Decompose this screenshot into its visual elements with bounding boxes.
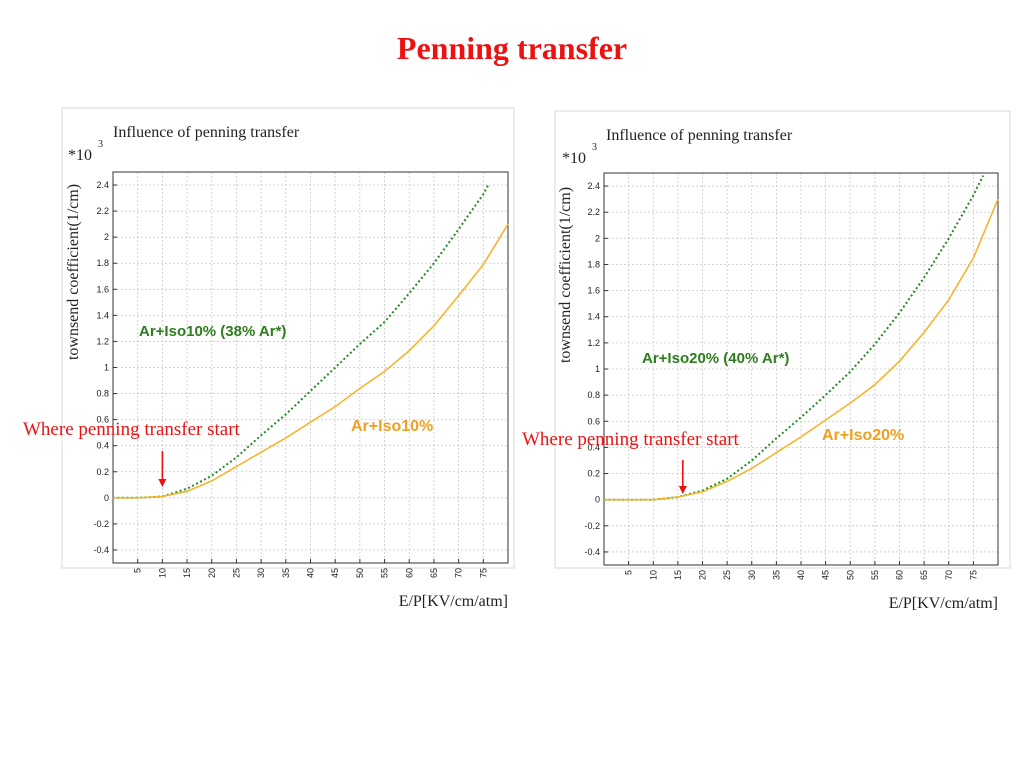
right-y-axis-label: townsend coefficient(1/cm) [557,187,574,363]
right-xtick-label: 65 [919,570,929,580]
left-xtick-label: 70 [454,568,464,578]
left-ytick-label: 1.4 [96,310,109,320]
right-y-multiplier: *10 [562,150,586,167]
right-ytick-label: 1.8 [587,259,600,269]
right-ytick-label: 2.4 [587,181,600,191]
right-penning-note: Where penning transfer start [522,429,739,450]
right-ytick-label: 1.6 [587,286,600,296]
left-xtick-label: 45 [330,568,340,578]
right-xtick-label: 55 [870,570,880,580]
right-xtick-label: 70 [944,570,954,580]
left-xtick-label: 15 [182,568,192,578]
left-ytick-label: 2.2 [96,206,109,216]
right-ytick-label: 2.2 [587,207,600,217]
right-xtick-label: 10 [648,570,658,580]
left-xtick-label: 25 [231,568,241,578]
right-xtick-label: 15 [673,570,683,580]
right-xtick-label: 35 [771,570,781,580]
right-chart: -0.4 -0.2 0 0.2 0.4 0.6 0.8 1 1.2 1.4 1.6 1.8 2 2.2 2.… [554,110,1011,612]
left-ytick-label: 1.2 [96,336,109,346]
right-ytick-label: 1 [595,364,600,374]
left-y-multiplier: *10 [68,147,92,164]
right-xtick-label: 75 [968,570,978,580]
left-penning-note: Where penning transfer start [23,419,240,440]
slide-title: Penning transfer [396,30,628,66]
left-ytick-label: 0.4 [96,441,109,451]
left-ytick-label: 1 [104,363,109,373]
left-xtick-label: 30 [256,568,266,578]
right-x-axis-label: E/P[KV/cm/atm] [889,595,998,612]
right-series-solid-line [604,198,999,501]
left-ytick-label: -0.4 [93,545,109,555]
left-ytick-label: 1.6 [96,284,109,294]
left-series-solid-line [113,223,509,499]
right-xtick-label: 30 [747,570,757,580]
right-ytick-label: 0 [595,495,600,505]
right-ytick-label: -0.4 [584,547,600,557]
right-ytick-label: 1.2 [587,338,600,348]
left-ytick-label: 0 [104,493,109,503]
left-ytick-label: 2 [104,232,109,242]
right-ytick-label: 1.4 [587,312,600,322]
left-x-axis-label: E/P[KV/cm/atm] [399,593,508,610]
right-xtick-label: 60 [895,570,905,580]
left-xtick-label: 20 [207,568,217,578]
left-ytick-label: -0.2 [93,519,109,529]
right-ytick-label: 0.6 [587,416,600,426]
right-gridlines [604,173,998,565]
right-xtick-label: 45 [821,570,831,580]
left-ytick-label: 0.8 [96,389,109,399]
right-xtick-label: 25 [722,570,732,580]
left-ytick-label: 0.2 [96,467,109,477]
right-ytick-label: 2 [595,233,600,243]
right-xtick-label: 50 [845,570,855,580]
left-xtick-label: 5 [133,568,143,573]
left-xtick-label: 60 [404,568,414,578]
left-y-axis-label: townsend coefficient(1/cm) [65,184,82,360]
right-penning-arrow-head [678,486,687,494]
left-chart: -0.4 -0.2 0 0.2 0.4 0.6 0.8 1 1.2 1.4 1.6 1.8 2 2.2 2.… [61,107,515,610]
right-orange-series-label: Ar+Iso20% [822,427,905,444]
left-orange-series-label: Ar+Iso10% [351,418,434,435]
right-y-multiplier-exponent: 3 [592,142,597,153]
left-xtick-label: 75 [478,568,488,578]
left-chart-title: Influence of penning transfer [113,124,300,141]
right-green-series-label: Ar+Iso20% (40% Ar*) [642,350,790,367]
right-xtick-label: 20 [698,570,708,580]
left-chart-frame [61,107,515,569]
left-xtick-label: 50 [355,568,365,578]
left-ytick-label: 0.6 [96,415,109,425]
right-ytick-label: -0.2 [584,521,600,531]
right-chart-frame [554,110,1011,569]
left-y-multiplier-exponent: 3 [98,139,103,150]
right-xtick-label: 40 [796,570,806,580]
right-ytick-label: 0.2 [587,469,600,479]
left-penning-arrow-head [158,479,167,487]
right-ytick-label: 0.8 [587,390,600,400]
right-ytick-label: 0.4 [587,442,600,452]
left-xtick-label: 65 [429,568,439,578]
left-xtick-label: 40 [306,568,316,578]
left-xtick-label: 10 [157,568,167,578]
left-green-series-label: Ar+Iso10% (38% Ar*) [139,323,287,340]
left-xtick-label: 35 [281,568,291,578]
left-xtick-label: 55 [380,568,390,578]
right-chart-title: Influence of penning transfer [606,127,793,144]
left-ytick-label: 1.8 [96,258,109,268]
right-xtick-label: 5 [624,570,634,575]
left-ytick-label: 2.4 [96,180,109,190]
